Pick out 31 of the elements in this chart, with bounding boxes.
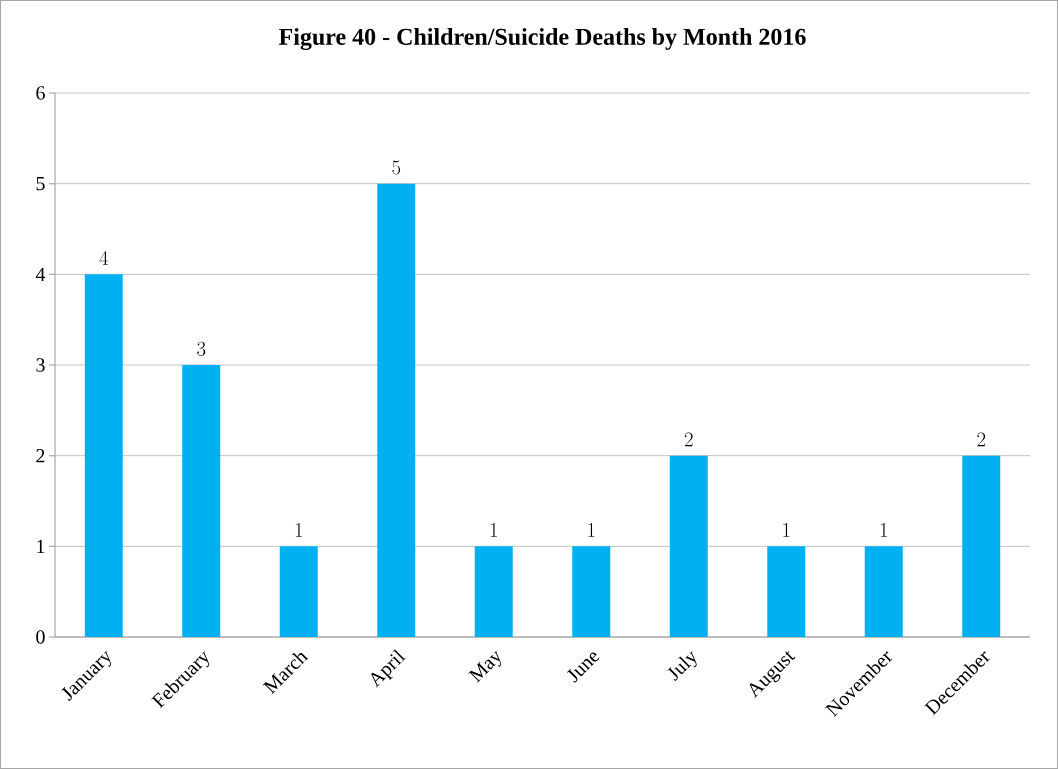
- x-tick-label: May: [468, 650, 502, 683]
- data-label: 3: [197, 341, 206, 356]
- data-label: 1: [588, 523, 595, 537]
- y-tick-label: 0: [36, 630, 45, 644]
- bar: [669, 455, 708, 637]
- bar: [962, 455, 1001, 637]
- data-label: 2: [684, 432, 693, 447]
- chart-title: Figure 40 - Children/Suicide Deaths by Month 2016: [279, 28, 806, 50]
- data-label: 5: [392, 160, 401, 175]
- bar: [182, 365, 221, 637]
- bar: [84, 274, 123, 637]
- y-tick-label: 4: [35, 267, 46, 281]
- y-tick-label: 6: [36, 86, 45, 100]
- data-label: 1: [880, 523, 887, 537]
- x-tick-label: July: [667, 651, 697, 682]
- bar: [474, 546, 513, 637]
- data-label: 1: [490, 523, 497, 537]
- data-label: 2: [977, 432, 986, 447]
- bar: [572, 546, 611, 637]
- bar: [279, 546, 318, 637]
- data-label: 4: [99, 250, 109, 265]
- x-tick-label: June: [566, 652, 600, 683]
- y-tick-label: 5: [36, 177, 45, 191]
- data-label: 1: [783, 523, 790, 537]
- y-tick-label: 3: [36, 358, 45, 372]
- bar: [864, 546, 903, 637]
- bar: [377, 183, 416, 637]
- bar: [767, 546, 806, 637]
- data-label: 1: [295, 523, 302, 537]
- y-tick-label: 2: [36, 449, 45, 463]
- y-tick-label: 1: [37, 539, 45, 553]
